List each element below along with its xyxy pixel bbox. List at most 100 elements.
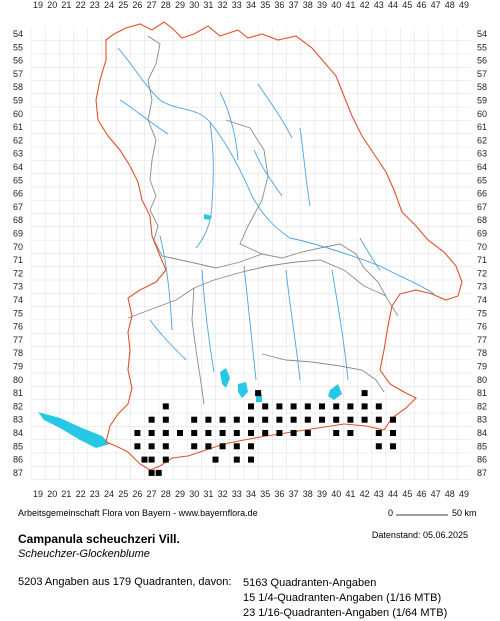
occurrence-square (304, 416, 311, 423)
y-label-left: 64 (13, 162, 23, 172)
occurrence-square (390, 416, 396, 423)
occurrence-square (276, 430, 283, 436)
y-label-right: 57 (477, 69, 487, 79)
occurrence-square (375, 430, 382, 436)
occurrence-square (248, 456, 254, 463)
occurrence-square (276, 416, 283, 423)
y-label-left: 85 (13, 441, 23, 451)
y-label-right: 60 (477, 109, 487, 119)
x-label-bottom: 19 (33, 489, 43, 499)
x-label-top: 37 (289, 0, 299, 10)
occurrence-square (177, 430, 183, 436)
y-label-left: 83 (13, 415, 23, 425)
occurrence-square (205, 430, 212, 436)
occurrence-square (333, 430, 340, 436)
occurrence-square (205, 443, 212, 450)
x-label-top: 36 (274, 0, 284, 10)
y-label-left: 82 (13, 401, 23, 411)
y-label-right: 74 (477, 295, 487, 305)
y-label-right: 82 (477, 401, 487, 411)
scale-bar (396, 514, 448, 516)
y-label-right: 58 (477, 82, 487, 92)
y-label-right: 84 (477, 428, 487, 438)
x-label-bottom: 40 (331, 489, 341, 499)
y-label-left: 56 (13, 56, 23, 66)
occurrence-square (333, 403, 340, 410)
occurrence-square (162, 456, 169, 463)
y-label-right: 86 (477, 455, 487, 465)
y-label-right: 59 (477, 96, 487, 106)
occurrence-square (248, 430, 254, 436)
district-boundaries (127, 35, 399, 405)
x-label-top: 24 (104, 0, 114, 10)
x-label-bottom: 48 (445, 489, 455, 499)
x-label-bottom: 27 (147, 489, 157, 499)
x-label-top: 43 (374, 0, 384, 10)
occurrence-square (290, 403, 297, 410)
x-label-bottom: 42 (360, 489, 370, 499)
count-quarter-quadrants: 15 1/4-Quadranten-Angaben (1/16 MTB) (243, 592, 442, 604)
y-label-left: 58 (13, 82, 23, 92)
x-label-top: 40 (331, 0, 341, 10)
x-label-top: 19 (33, 0, 43, 10)
scale-distance: 50 km (452, 508, 477, 518)
x-label-top: 49 (459, 0, 469, 10)
occurrence-square (148, 443, 155, 450)
x-label-bottom: 33 (232, 489, 242, 499)
occurrence-square (155, 469, 162, 476)
x-label-top: 42 (360, 0, 370, 10)
occurrence-square (162, 443, 169, 450)
x-label-bottom: 39 (317, 489, 327, 499)
y-label-left: 76 (13, 322, 23, 332)
occurrence-square (148, 469, 155, 476)
occurrence-square (319, 416, 325, 423)
x-label-bottom: 26 (132, 489, 142, 499)
occurrence-square (162, 403, 169, 410)
y-label-left: 74 (13, 295, 23, 305)
occurrence-square (304, 403, 311, 410)
y-label-left: 84 (13, 428, 23, 438)
x-label-top: 38 (303, 0, 313, 10)
y-label-right: 87 (477, 468, 487, 478)
occurrence-square (233, 430, 240, 436)
occurrence-square (304, 430, 311, 436)
occurrence-square (375, 416, 382, 423)
x-label-bottom: 28 (161, 489, 171, 499)
occurrence-square (262, 403, 269, 410)
y-label-left: 78 (13, 348, 23, 358)
x-label-bottom: 34 (246, 489, 256, 499)
x-label-top: 33 (232, 0, 242, 10)
count-quadrants: 5163 Quadranten-Angaben (243, 577, 377, 589)
occurrence-square (212, 456, 219, 463)
x-label-top: 41 (345, 0, 355, 10)
y-label-right: 76 (477, 322, 487, 332)
x-label-bottom: 32 (218, 489, 228, 499)
occurrence-square (134, 443, 141, 450)
occurrence-square (361, 390, 368, 397)
y-label-right: 72 (477, 268, 487, 278)
y-label-right: 69 (477, 229, 487, 239)
occurrence-square (347, 403, 354, 410)
x-label-bottom: 43 (374, 489, 384, 499)
y-label-left: 71 (13, 255, 23, 265)
grid-axes: 19 19 20 20 21 21 22 22 23 23 24 24 25 25 26 26 27 27 28 28… (13, 0, 487, 499)
scale-zero: 0 (388, 508, 394, 518)
y-label-right: 81 (477, 388, 487, 398)
x-label-top: 29 (175, 0, 185, 10)
occurrence-square (248, 416, 254, 423)
occurrence-square (390, 443, 396, 450)
x-label-bottom: 29 (175, 489, 185, 499)
occurrence-square (148, 456, 155, 463)
x-label-top: 47 (431, 0, 441, 10)
x-label-bottom: 37 (289, 489, 299, 499)
y-label-right: 70 (477, 242, 487, 252)
x-label-top: 35 (260, 0, 270, 10)
y-label-right: 67 (477, 202, 487, 212)
occurrence-square (347, 416, 354, 423)
occurrence-square (276, 403, 283, 410)
y-label-right: 71 (477, 255, 487, 265)
x-label-bottom: 38 (303, 489, 313, 499)
occurrence-square (361, 416, 368, 423)
occurrence-square (141, 456, 148, 463)
y-label-left: 75 (13, 308, 23, 318)
